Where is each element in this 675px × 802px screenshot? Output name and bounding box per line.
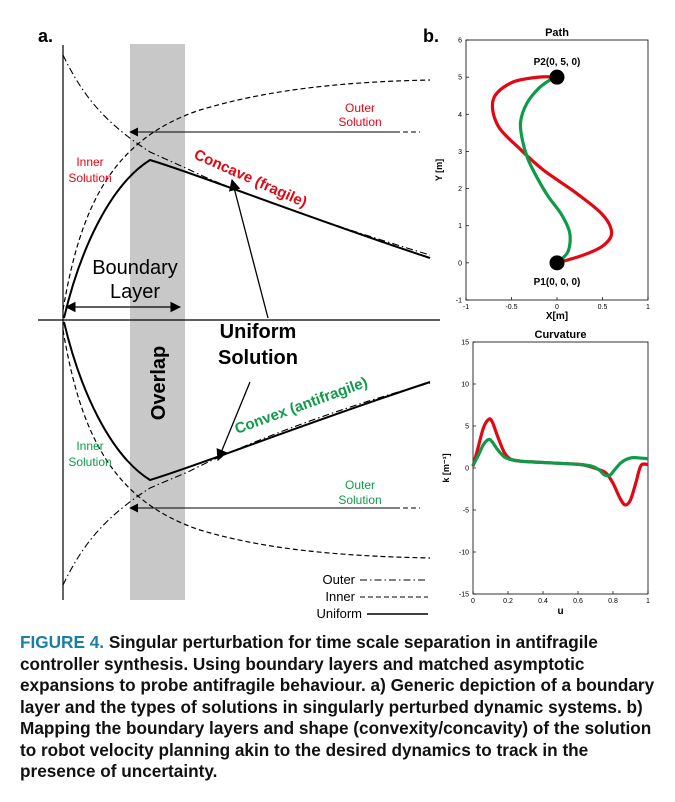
path-point-2	[549, 69, 565, 85]
x-tick-label: 1	[646, 598, 650, 605]
plot-frame	[472, 341, 649, 595]
path-point-1	[549, 255, 565, 271]
y-tick-label: 4	[458, 112, 462, 119]
inner-solution-upper	[62, 54, 431, 256]
figure: a. Overlap Outer Solution Inner Solution…	[38, 26, 650, 621]
outer-solution-upper-label-2: Solution	[338, 115, 381, 129]
x-tick-label: 0	[555, 304, 559, 311]
panel-a-label: a.	[38, 26, 53, 46]
x-tick-label: -1	[463, 304, 469, 311]
x-tick-label: 0	[471, 598, 475, 605]
inner-solution-lower-label-1: Inner	[76, 439, 103, 453]
x-tick-label: 1	[646, 304, 650, 311]
caption-label: FIGURE 4.	[20, 632, 105, 652]
legend-inner-label: Inner	[325, 589, 355, 604]
y-tick-label: 15	[461, 340, 469, 347]
outer-solution-lower-label-2: Solution	[338, 493, 381, 507]
x-tick-label: 0.6	[573, 598, 583, 605]
legend-uniform-label: Uniform	[316, 606, 362, 621]
y-tick-label: 6	[458, 38, 462, 45]
uniform-pointer-upper	[228, 178, 269, 319]
series-line-2	[471, 437, 649, 478]
x-tick-label: 0.2	[503, 598, 513, 605]
uniform-solution-upper	[63, 158, 431, 319]
boundary-layer-label-2: Layer	[110, 281, 160, 303]
x-tick-label: 0.4	[538, 598, 548, 605]
boundary-layer-label-1: Boundary	[92, 257, 178, 279]
inner-solution-lower-label-2: Solution	[68, 455, 111, 469]
y-tick-label: 5	[465, 424, 469, 431]
x-axis-label: X[m]	[546, 311, 568, 322]
path-point-label-1: P1(0, 0, 0)	[534, 277, 581, 288]
overlap-label: Overlap	[148, 346, 170, 420]
path-point-label-2: P2(0, 5, 0)	[534, 57, 581, 68]
inner-solution-upper-label-2: Solution	[68, 171, 111, 185]
legend: Outer Inner Uniform	[316, 572, 428, 621]
chart-title: Path	[545, 27, 569, 39]
series-line-1	[490, 75, 614, 265]
series-line-2	[518, 75, 572, 265]
figure-caption: FIGURE 4. Singular perturbation for time…	[20, 632, 660, 783]
chart-title: Curvature	[535, 329, 587, 341]
y-tick-label: -1	[456, 298, 462, 305]
outer-solution-upper-label-1: Outer	[345, 101, 375, 115]
x-tick-label: 0.8	[608, 598, 618, 605]
inner-solution-lower	[62, 382, 431, 586]
caption-text: Singular perturbation for time scale sep…	[20, 632, 655, 781]
uniform-solution-label-2: Solution	[218, 347, 298, 369]
x-tick-label: 0.5	[598, 304, 608, 311]
panel-b-label: b.	[423, 26, 439, 46]
y-tick-label: -5	[463, 508, 469, 515]
y-tick-label: 3	[458, 149, 462, 156]
x-axis-label: u	[557, 606, 563, 617]
y-tick-label: 0	[458, 260, 462, 267]
outer-solution-lower-label-1: Outer	[345, 478, 375, 492]
y-tick-label: 5	[458, 75, 462, 82]
y-tick-label: -15	[459, 592, 469, 599]
uniform-pointer-lower	[216, 381, 251, 462]
y-tick-label: 0	[465, 466, 469, 473]
uniform-solution-lower	[63, 321, 431, 482]
x-tick-label: -0.5	[505, 304, 517, 311]
inner-solution-upper-label-1: Inner	[76, 155, 103, 169]
uniform-solution-label-1: Uniform	[220, 321, 297, 343]
y-axis-label: Y [m]	[434, 159, 444, 181]
y-tick-label: -10	[459, 550, 469, 557]
panel-a: a. Overlap Outer Solution Inner Solution…	[38, 26, 440, 621]
concave-fragile-label: Concave (fragile)	[191, 146, 309, 211]
y-axis-label: k [m⁻¹]	[441, 453, 451, 482]
convex-antifragile-label: Convex (antifragile)	[233, 374, 370, 438]
overlap-band	[130, 44, 185, 600]
y-tick-label: 10	[461, 382, 469, 389]
curvature-chart: Curvature 0 0.2 0.4 0.6 0.8 1 -15 -10 -5 0 5 10 15 u k …	[441, 329, 650, 617]
legend-outer-label: Outer	[322, 572, 355, 587]
y-tick-label: 1	[458, 223, 462, 230]
y-tick-label: 2	[458, 186, 462, 193]
path-chart: Path -1 -0.5 0 0.5 1 -1 0 1 2 3 4 5 6 X[m] Y [m] P1(0, 0…	[434, 27, 650, 322]
outer-solution-upper	[62, 79, 431, 311]
outer-solution-lower	[62, 329, 431, 559]
